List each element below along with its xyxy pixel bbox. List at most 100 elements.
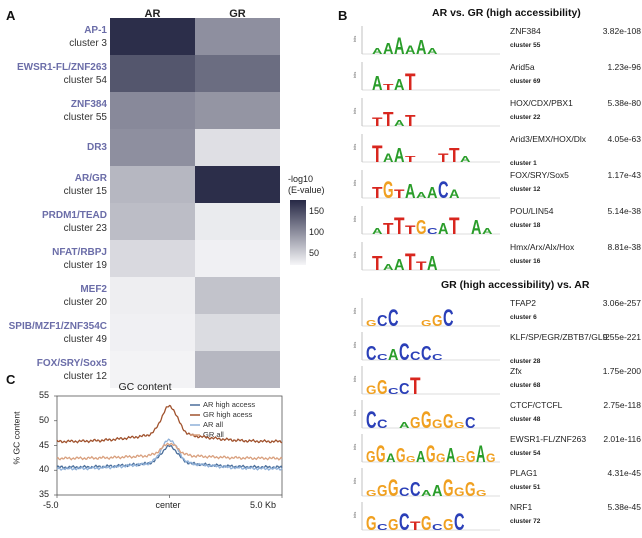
heatmap-row-label: AR/GR cluster 15 [0, 172, 107, 198]
heatmap-row-cluster: cluster 15 [63, 186, 107, 197]
heatmap-row-name: PRDM1/TEAD [41, 210, 107, 221]
heatmap-row-name: AR/GR [74, 173, 107, 184]
logo-letter: A [394, 77, 405, 94]
gc-series-line [56, 404, 283, 444]
logo-axis-label: bits [352, 180, 357, 186]
logo-letter: A [449, 187, 460, 201]
gc-y-tick-label: 40 [39, 464, 50, 475]
logo-letter: G [443, 517, 454, 534]
heatmap-cell [195, 203, 280, 240]
heatmap-row-cluster: cluster 12 [63, 371, 107, 382]
heatmap-row-name: EWSR1-FL/ZNF263 [16, 62, 107, 73]
logo-letter: A [383, 263, 394, 272]
logo-letter: A [416, 191, 427, 200]
logo-letter: G [366, 319, 377, 328]
logo-letter: C [432, 523, 443, 532]
motif-evalue: 1.75e-200 [602, 366, 641, 376]
heatmap-row-label: MEF2 cluster 20 [0, 283, 107, 309]
motif-name: NRF1 [510, 502, 533, 512]
heatmap-row-label: SPIB/MZF1/ZNF354C cluster 49 [0, 320, 107, 346]
motif-cluster: cluster 51 [510, 484, 541, 491]
gc-chart-title: GC content [118, 381, 172, 393]
motif-cluster: cluster 12 [510, 186, 541, 193]
logo-letter: A [372, 47, 383, 56]
motif-name: POU/LIN54 [510, 206, 554, 216]
motif-cluster: cluster 72 [510, 518, 541, 525]
heatmap-cell [110, 92, 195, 129]
logo-axis-label: bits [352, 308, 357, 314]
motif-cluster: cluster 68 [510, 382, 541, 389]
logo-letter: G [366, 383, 377, 397]
logo-letter: G [466, 449, 476, 466]
logo-letter: G [366, 513, 377, 534]
motif-cluster: cluster 54 [510, 450, 541, 457]
logo-letter: G [410, 415, 421, 432]
logo-axis-label: bits [352, 478, 357, 484]
logo-letter: G [443, 475, 454, 500]
heatmap-row-label: DR3 [0, 141, 107, 154]
heatmap-cell [110, 240, 195, 277]
motif-evalue: 2.01e-116 [603, 434, 641, 444]
motif-cluster: cluster 28 [510, 358, 541, 365]
logo-letter: C [366, 407, 377, 432]
motif-name: Hmx/Arx/Alx/Hox [510, 242, 575, 252]
motif-cluster: cluster 48 [510, 416, 541, 423]
logo-letter: G [396, 445, 406, 466]
logo-letter: A [416, 449, 426, 466]
logo-letter: C [399, 381, 410, 398]
motif-name: Arid5a [510, 62, 535, 72]
logo-axis-label: bits [352, 36, 357, 42]
gc-legend-item: AR all [203, 420, 224, 429]
heatmap-cell [110, 314, 195, 351]
logo-letter: C [410, 349, 421, 363]
logo-letter: G [383, 177, 394, 202]
logo-letter: G [456, 455, 466, 464]
motif-name: TFAP2 [510, 298, 536, 308]
heatmap-cell [110, 277, 195, 314]
logo-letter: C [366, 343, 377, 364]
logo-letter: A [421, 489, 432, 498]
logo-letter: G [443, 411, 454, 432]
heatmap-cell [195, 277, 280, 314]
logo-letter: C [421, 343, 432, 364]
logo-letter: A [476, 441, 486, 466]
logo-letter: A [460, 155, 471, 164]
logo-letter: C [377, 417, 388, 431]
logo-letter: C [399, 339, 410, 364]
logo-letter: T [405, 113, 416, 130]
logo-axis-label: bits [352, 444, 357, 450]
logo-letter: A [372, 227, 383, 236]
heatmap-row-name: SPIB/MZF1/ZNF354C [8, 321, 107, 332]
logo-letter: C [454, 509, 465, 534]
logo-letter: C [443, 305, 454, 330]
heatmap-row-cluster: cluster 49 [63, 334, 107, 345]
motif-cluster: cluster 55 [510, 42, 541, 49]
logo-letter: C [438, 177, 449, 202]
logo-letter: C [427, 227, 438, 236]
heatmap-cell [110, 129, 195, 166]
logo-axis-label: bits [352, 252, 357, 258]
motif-name: EWSR1-FL/ZNF263 [510, 434, 587, 444]
logo-letter: A [427, 47, 438, 56]
motif-evalue: 3.82e-108 [602, 26, 641, 36]
motif-cluster: cluster 69 [510, 78, 541, 85]
logo-letter: C [399, 509, 410, 534]
motif-name: Zfx [510, 366, 522, 376]
heatmap-cell [195, 314, 280, 351]
heatmap-col-ar: AR [144, 8, 161, 20]
logo-letter: G [406, 455, 416, 464]
logo-letter: C [410, 479, 421, 500]
sequence-logo: bits C C A G G G G G C [352, 400, 500, 432]
logo-letter: T [405, 69, 416, 94]
heatmap-row-name: AP-1 [84, 25, 107, 36]
heatmap-col-gr: GR [229, 8, 246, 20]
logo-letter: A [388, 347, 399, 364]
logo-letter: A [446, 445, 456, 466]
gc-legend-item: GR high acess [203, 410, 253, 419]
gc-legend-item: AR high access [203, 400, 256, 409]
sequence-logo: bits T A A T T A [352, 242, 500, 274]
